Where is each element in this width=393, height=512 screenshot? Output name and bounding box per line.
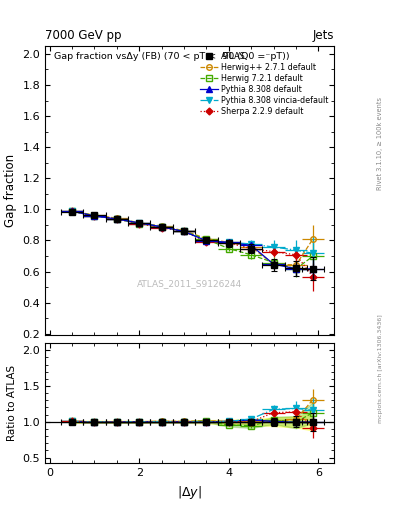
Text: Gap fraction vsΔy (FB) (70 < pT <  90 (Q0 =⁻pT̅)): Gap fraction vsΔy (FB) (70 < pT < 90 (Q0… — [54, 52, 290, 61]
Text: Rivet 3.1.10, ≥ 100k events: Rivet 3.1.10, ≥ 100k events — [377, 97, 383, 190]
X-axis label: $|\Delta y|$: $|\Delta y|$ — [177, 484, 202, 501]
Text: Jets: Jets — [312, 29, 334, 42]
Y-axis label: Ratio to ATLAS: Ratio to ATLAS — [7, 365, 17, 441]
Y-axis label: Gap fraction: Gap fraction — [4, 154, 17, 227]
Text: ATLAS_2011_S9126244: ATLAS_2011_S9126244 — [137, 279, 242, 288]
Text: 7000 GeV pp: 7000 GeV pp — [45, 29, 122, 42]
Text: mcplots.cern.ch [arXiv:1306.3436]: mcplots.cern.ch [arXiv:1306.3436] — [378, 314, 383, 423]
Legend: ATLAS, Herwig++ 2.7.1 default, Herwig 7.2.1 default, Pythia 8.308 default, Pythi: ATLAS, Herwig++ 2.7.1 default, Herwig 7.… — [198, 50, 330, 117]
